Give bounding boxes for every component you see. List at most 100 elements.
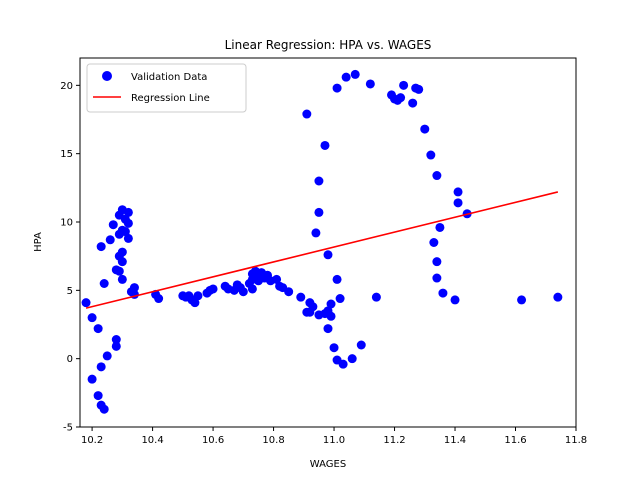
data-point: [102, 351, 112, 361]
data-point: [332, 83, 342, 93]
data-point: [93, 324, 103, 334]
x-tick-label: 11.8: [565, 435, 587, 446]
data-point: [338, 359, 348, 369]
x-tick-label: 11.4: [444, 435, 466, 446]
y-tick-label: 0: [67, 354, 73, 365]
data-point: [193, 291, 203, 301]
data-point: [408, 98, 418, 108]
axes-border: [79, 57, 577, 428]
legend-box: [86, 63, 247, 113]
x-tick-label: 11.6: [504, 435, 526, 446]
y-axis-ticks: -5 0 5 10 15 20: [60, 81, 80, 434]
data-point: [341, 72, 351, 82]
data-point: [108, 220, 118, 230]
data-point: [311, 228, 321, 238]
x-tick-label: 10.4: [141, 435, 163, 446]
data-point: [117, 257, 127, 267]
plot-frame: [80, 58, 576, 427]
y-tick-label: 15: [60, 149, 73, 160]
data-point: [365, 79, 375, 89]
data-point: [414, 84, 424, 94]
x-axis-title: WAGES: [310, 459, 346, 470]
y-tick-label: -5: [63, 423, 73, 434]
x-tick-label: 10.6: [202, 435, 224, 446]
x-tick-label: 11.0: [323, 435, 345, 446]
data-point: [347, 354, 357, 364]
data-point: [450, 295, 460, 305]
legend-label-regression-line: Regression Line: [131, 93, 210, 104]
legend-label-validation-data: Validation Data: [131, 72, 207, 83]
data-point: [335, 294, 345, 304]
data-point: [399, 80, 409, 90]
data-point: [453, 198, 463, 208]
data-point: [350, 69, 360, 79]
regression-line: [85, 191, 559, 309]
data-point: [432, 257, 442, 267]
data-point: [96, 242, 106, 252]
data-point: [247, 284, 257, 294]
data-point: [96, 362, 106, 372]
data-point: [323, 324, 333, 334]
data-point: [120, 227, 130, 237]
data-point: [314, 207, 324, 217]
data-point: [329, 343, 339, 353]
data-point: [129, 283, 139, 293]
data-point: [111, 341, 121, 351]
data-point: [81, 298, 91, 308]
legend: Validation Data Regression Line: [86, 63, 247, 113]
y-tick-label: 10: [60, 218, 73, 229]
data-point: [302, 109, 312, 119]
data-point: [238, 287, 248, 297]
x-tick-label: 10.8: [262, 435, 284, 446]
data-point: [320, 140, 330, 150]
data-point: [284, 287, 294, 297]
y-tick-label: 20: [60, 81, 73, 92]
x-axis-ticks: 10.2 10.4 10.6 10.8 11.0 11.2 11.4 11.6 11.8: [81, 427, 587, 446]
data-point: [87, 374, 97, 384]
data-point: [99, 404, 109, 414]
data-point: [371, 292, 381, 302]
data-point: [323, 250, 333, 260]
data-point: [93, 391, 103, 401]
data-point: [190, 298, 200, 308]
data-point: [326, 311, 336, 321]
data-point: [432, 273, 442, 283]
data-point: [420, 124, 430, 134]
data-point: [296, 292, 306, 302]
data-point: [123, 218, 133, 228]
data-point: [396, 93, 406, 103]
y-tick-label: 5: [67, 286, 73, 297]
data-point: [308, 302, 318, 312]
data-marks: [81, 69, 563, 414]
y-axis-title: HPA: [33, 232, 44, 252]
data-point: [123, 207, 133, 217]
data-point: [453, 187, 463, 197]
data-point: [272, 274, 282, 284]
data-point: [208, 284, 218, 294]
data-point: [314, 176, 324, 186]
data-point: [426, 150, 436, 160]
data-point: [517, 295, 527, 305]
plot-area: 10.2 10.4 10.6 10.8 11.0 11.2 11.4 11.6 11.8 -5 0…: [60, 57, 587, 446]
data-point: [123, 233, 133, 243]
data-point: [429, 238, 439, 247]
data-point: [117, 247, 127, 257]
data-point: [356, 340, 366, 350]
data-point: [438, 288, 448, 298]
data-point: [553, 292, 563, 302]
data-point: [111, 335, 121, 345]
chart-title: Linear Regression: HPA vs. WAGES: [225, 38, 432, 52]
data-point: [326, 299, 336, 309]
data-point: [435, 222, 445, 232]
data-point: [105, 235, 115, 245]
data-point: [114, 266, 124, 276]
data-point: [332, 274, 342, 284]
data-point: [432, 171, 442, 181]
legend-marker-validation-data: [102, 71, 112, 81]
data-point: [117, 274, 127, 284]
x-tick-label: 10.2: [81, 435, 103, 446]
data-point: [99, 279, 109, 288]
data-point: [87, 313, 97, 323]
x-tick-label: 11.2: [383, 435, 405, 446]
